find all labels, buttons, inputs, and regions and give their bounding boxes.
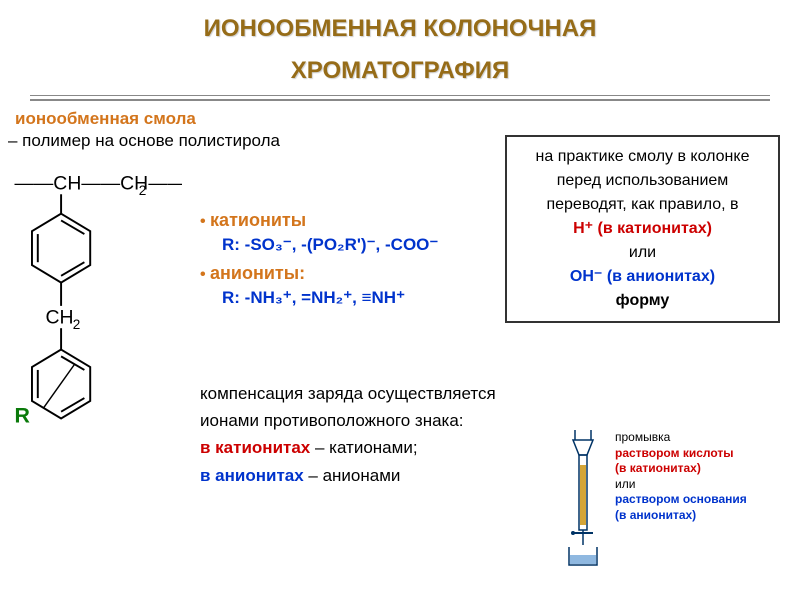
info-or: или <box>629 244 656 261</box>
info-line-1b: перед использованием <box>513 169 772 193</box>
acid-label-1: раствором кислоты <box>615 446 785 462</box>
base-label-2: (в анионитах) <box>615 508 785 524</box>
comp-an-line: в анионитах – анионами <box>200 462 560 489</box>
comp-cat: в катионитах <box>200 438 310 457</box>
r-bond <box>44 364 75 408</box>
ch2-text: CH <box>46 306 74 328</box>
bullet-dot: • <box>200 266 210 283</box>
backbone-sub: 2 <box>139 183 147 198</box>
column-apparatus: промывка раствором кислоты (в катионитах… <box>555 425 785 570</box>
r-label: R <box>15 403 30 427</box>
ch2-sub: 2 <box>73 317 81 332</box>
divider <box>30 95 770 101</box>
comp-line-2: ионами противоположного знака: <box>200 407 560 434</box>
cationite-bullet: • катиониты <box>200 210 520 231</box>
practice-info-box: на практике смолу в колонке перед исполь… <box>505 135 780 323</box>
column-labels: промывка раствором кислоты (в катионитах… <box>615 430 785 524</box>
charge-compensation: компенсация заряда осуществляется ионами… <box>200 380 560 489</box>
wash-label: промывка <box>615 430 785 446</box>
info-oh-form: OH⁻ (в анионитах) <box>570 268 715 285</box>
acid-label-2: (в катионитах) <box>615 461 785 477</box>
or-label: или <box>615 477 785 493</box>
anionite-formula: R: -NH₃⁺, =NH₂⁺, ≡NH⁺ <box>222 288 520 308</box>
anionite-label: аниониты: <box>210 263 305 283</box>
cationite-label: катиониты <box>210 210 306 230</box>
db-1a <box>61 220 84 234</box>
title-line-2: ХРОМАТОГРАФИЯ <box>0 57 800 85</box>
comp-an: в анионитах <box>200 466 304 485</box>
base-label-1: раствором основания <box>615 492 785 508</box>
bullet-dot: • <box>200 213 210 230</box>
benzene-1 <box>32 214 90 283</box>
column-svg <box>555 425 615 570</box>
backbone-text: ——CH——CH <box>15 172 149 194</box>
db-1b <box>61 262 84 276</box>
db-2b <box>61 398 84 412</box>
slide-title: ИОНООБМЕННАЯ КОЛОНОЧНАЯ ХРОМАТОГРАФИЯ <box>0 0 800 85</box>
comp-an-suffix: – анионами <box>304 466 401 485</box>
comp-cat-line: в катионитах – катионами; <box>200 434 560 461</box>
polystyrene-structure: ——CH——CH 2 —— CH 2 R <box>12 170 182 500</box>
info-form-word: форму <box>513 289 772 313</box>
backbone-tail: —— <box>148 172 182 194</box>
info-h-form: H⁺ (в катионитах) <box>513 217 772 241</box>
title-line-1: ИОНООБМЕННАЯ КОЛОНОЧНАЯ <box>0 15 800 43</box>
anionite-bullet: • аниониты: <box>200 263 520 284</box>
resin-types: • катиониты R: -SO₃⁻, -(PO₂R')⁻, -COO⁻ •… <box>200 210 520 316</box>
resin-label: ионообменная смола <box>15 109 800 129</box>
comp-line-1: компенсация заряда осуществляется <box>200 380 560 407</box>
info-line-1c: переводят, как правило, в <box>513 193 772 217</box>
info-line-1a: на практике смолу в колонке <box>513 145 772 169</box>
comp-cat-suffix: – катионами; <box>310 438 417 457</box>
cationite-formula: R: -SO₃⁻, -(PO₂R')⁻, -COO⁻ <box>222 235 520 255</box>
